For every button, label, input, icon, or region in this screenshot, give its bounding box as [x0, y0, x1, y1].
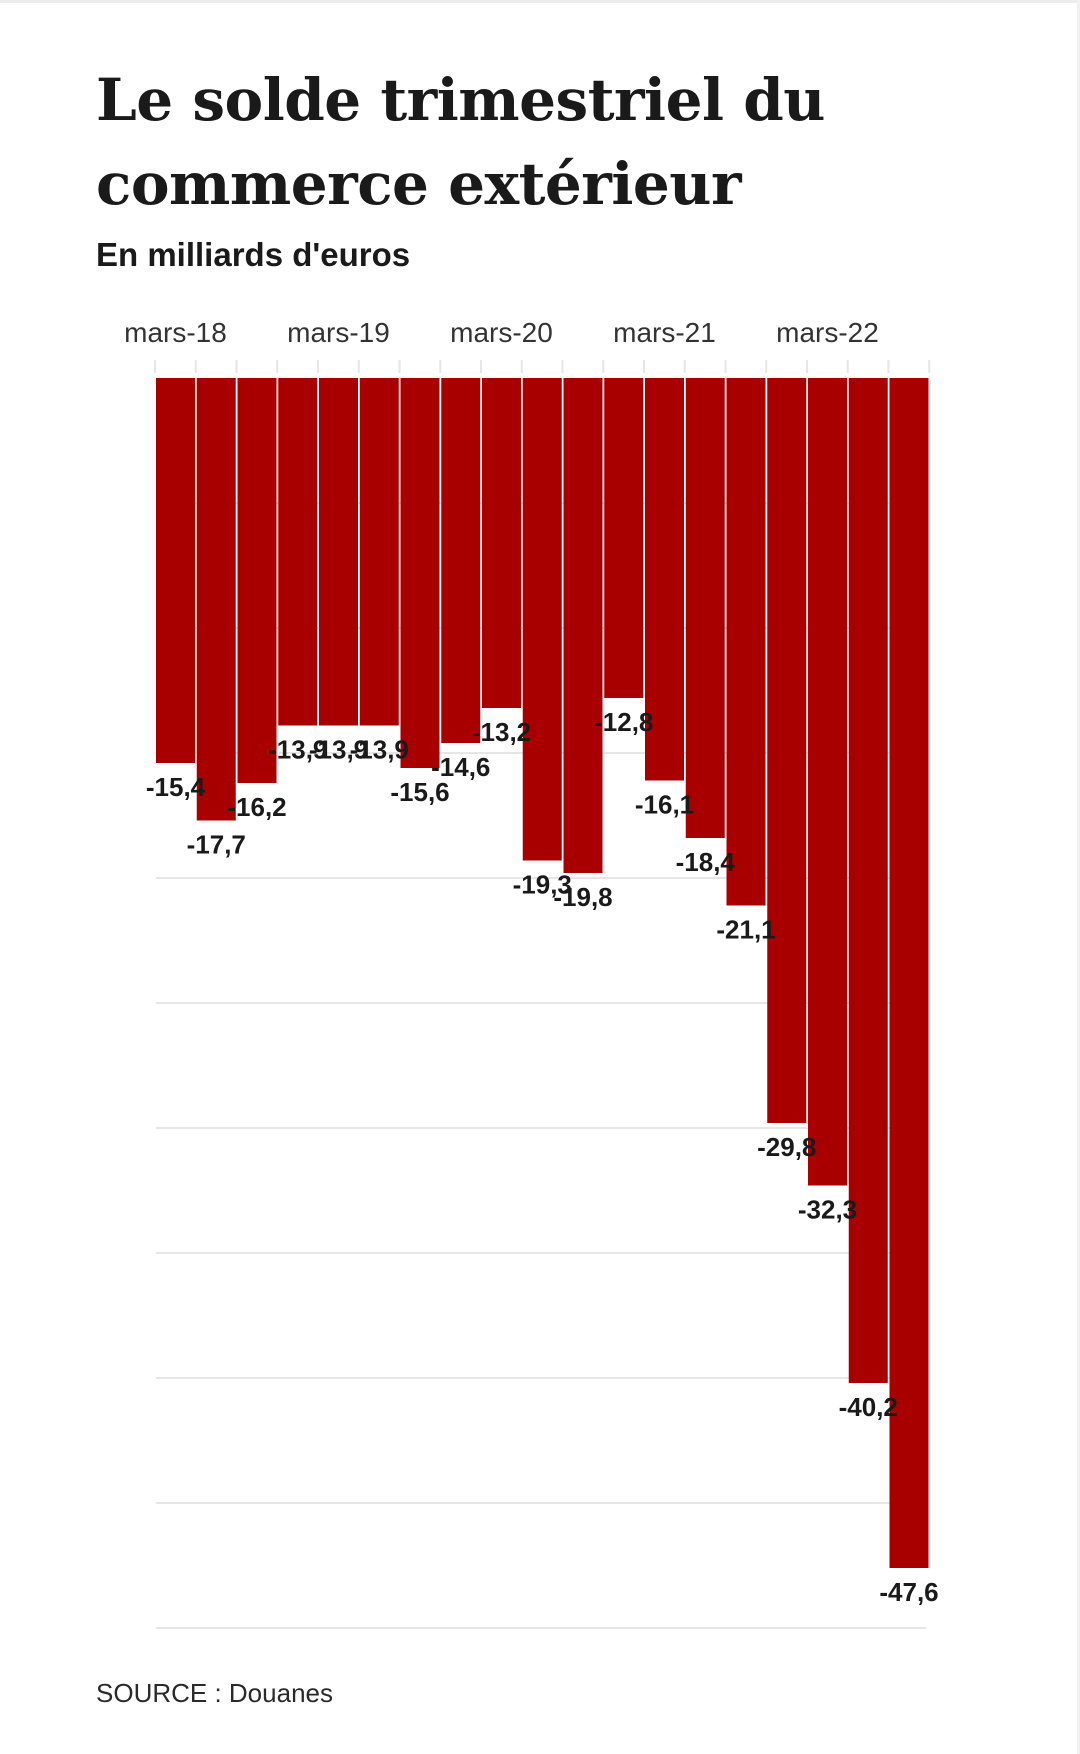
- x-tick-label: mars-22: [776, 317, 879, 348]
- x-tick-label: mars-19: [287, 317, 390, 348]
- x-tick-label: mars-21: [613, 317, 716, 348]
- data-label: -17,7: [187, 830, 246, 860]
- data-label: -16,2: [227, 792, 286, 822]
- data-label: -15,6: [390, 777, 449, 807]
- bar: [237, 378, 277, 783]
- bar: [359, 378, 399, 726]
- data-label: -32,3: [798, 1195, 857, 1225]
- bar: [319, 378, 358, 726]
- x-tick-label: mars-18: [124, 317, 227, 348]
- data-label: -19,8: [553, 882, 612, 912]
- bar: [400, 378, 440, 768]
- data-label: -13,9: [309, 735, 368, 765]
- bar: [767, 378, 807, 1123]
- bar: [563, 378, 603, 873]
- page-right-border: [1077, 0, 1080, 1754]
- source-note: SOURCE : Douanes: [96, 1678, 333, 1708]
- chart-title: Le solde trimestriel du commerce extérie…: [96, 66, 825, 218]
- bar: [156, 378, 195, 763]
- bar: [522, 378, 562, 861]
- bar: [645, 378, 684, 781]
- chart-subtitle: En milliards d'euros: [96, 236, 411, 273]
- page-top-border: [0, 0, 1080, 3]
- x-tick-label: mars-20: [450, 317, 553, 348]
- data-label: -14,6: [431, 752, 490, 782]
- data-label: -13,9: [350, 735, 409, 765]
- data-label: -19,3: [513, 870, 572, 900]
- data-label: -18,4: [676, 847, 736, 877]
- data-label: -16,1: [635, 790, 694, 820]
- data-label: -15,4: [146, 772, 206, 802]
- bar: [685, 378, 725, 838]
- bar: [482, 378, 521, 708]
- bar: [848, 378, 888, 1383]
- bar: [726, 378, 766, 906]
- bar: [604, 378, 644, 698]
- x-axis-ticks: mars-18 mars-19 mars-20 mars-21 mars-22: [124, 317, 931, 373]
- data-label: -12,8: [594, 707, 653, 737]
- bar: [196, 378, 236, 821]
- bars: [156, 378, 929, 1568]
- data-label: -13,2: [472, 717, 531, 747]
- data-label: -40,2: [839, 1392, 898, 1422]
- bar: [808, 378, 847, 1186]
- data-label: -29,8: [757, 1132, 816, 1162]
- data-label: -13,9: [268, 735, 327, 765]
- data-label: -47,6: [879, 1577, 938, 1607]
- bar: [278, 378, 318, 726]
- data-label: -21,1: [716, 915, 775, 945]
- bar: [441, 378, 481, 743]
- data-labels: -15,4-17,7-16,2-13,9-13,9-13,9-15,6-14,6…: [146, 707, 939, 1607]
- bar: [889, 378, 929, 1568]
